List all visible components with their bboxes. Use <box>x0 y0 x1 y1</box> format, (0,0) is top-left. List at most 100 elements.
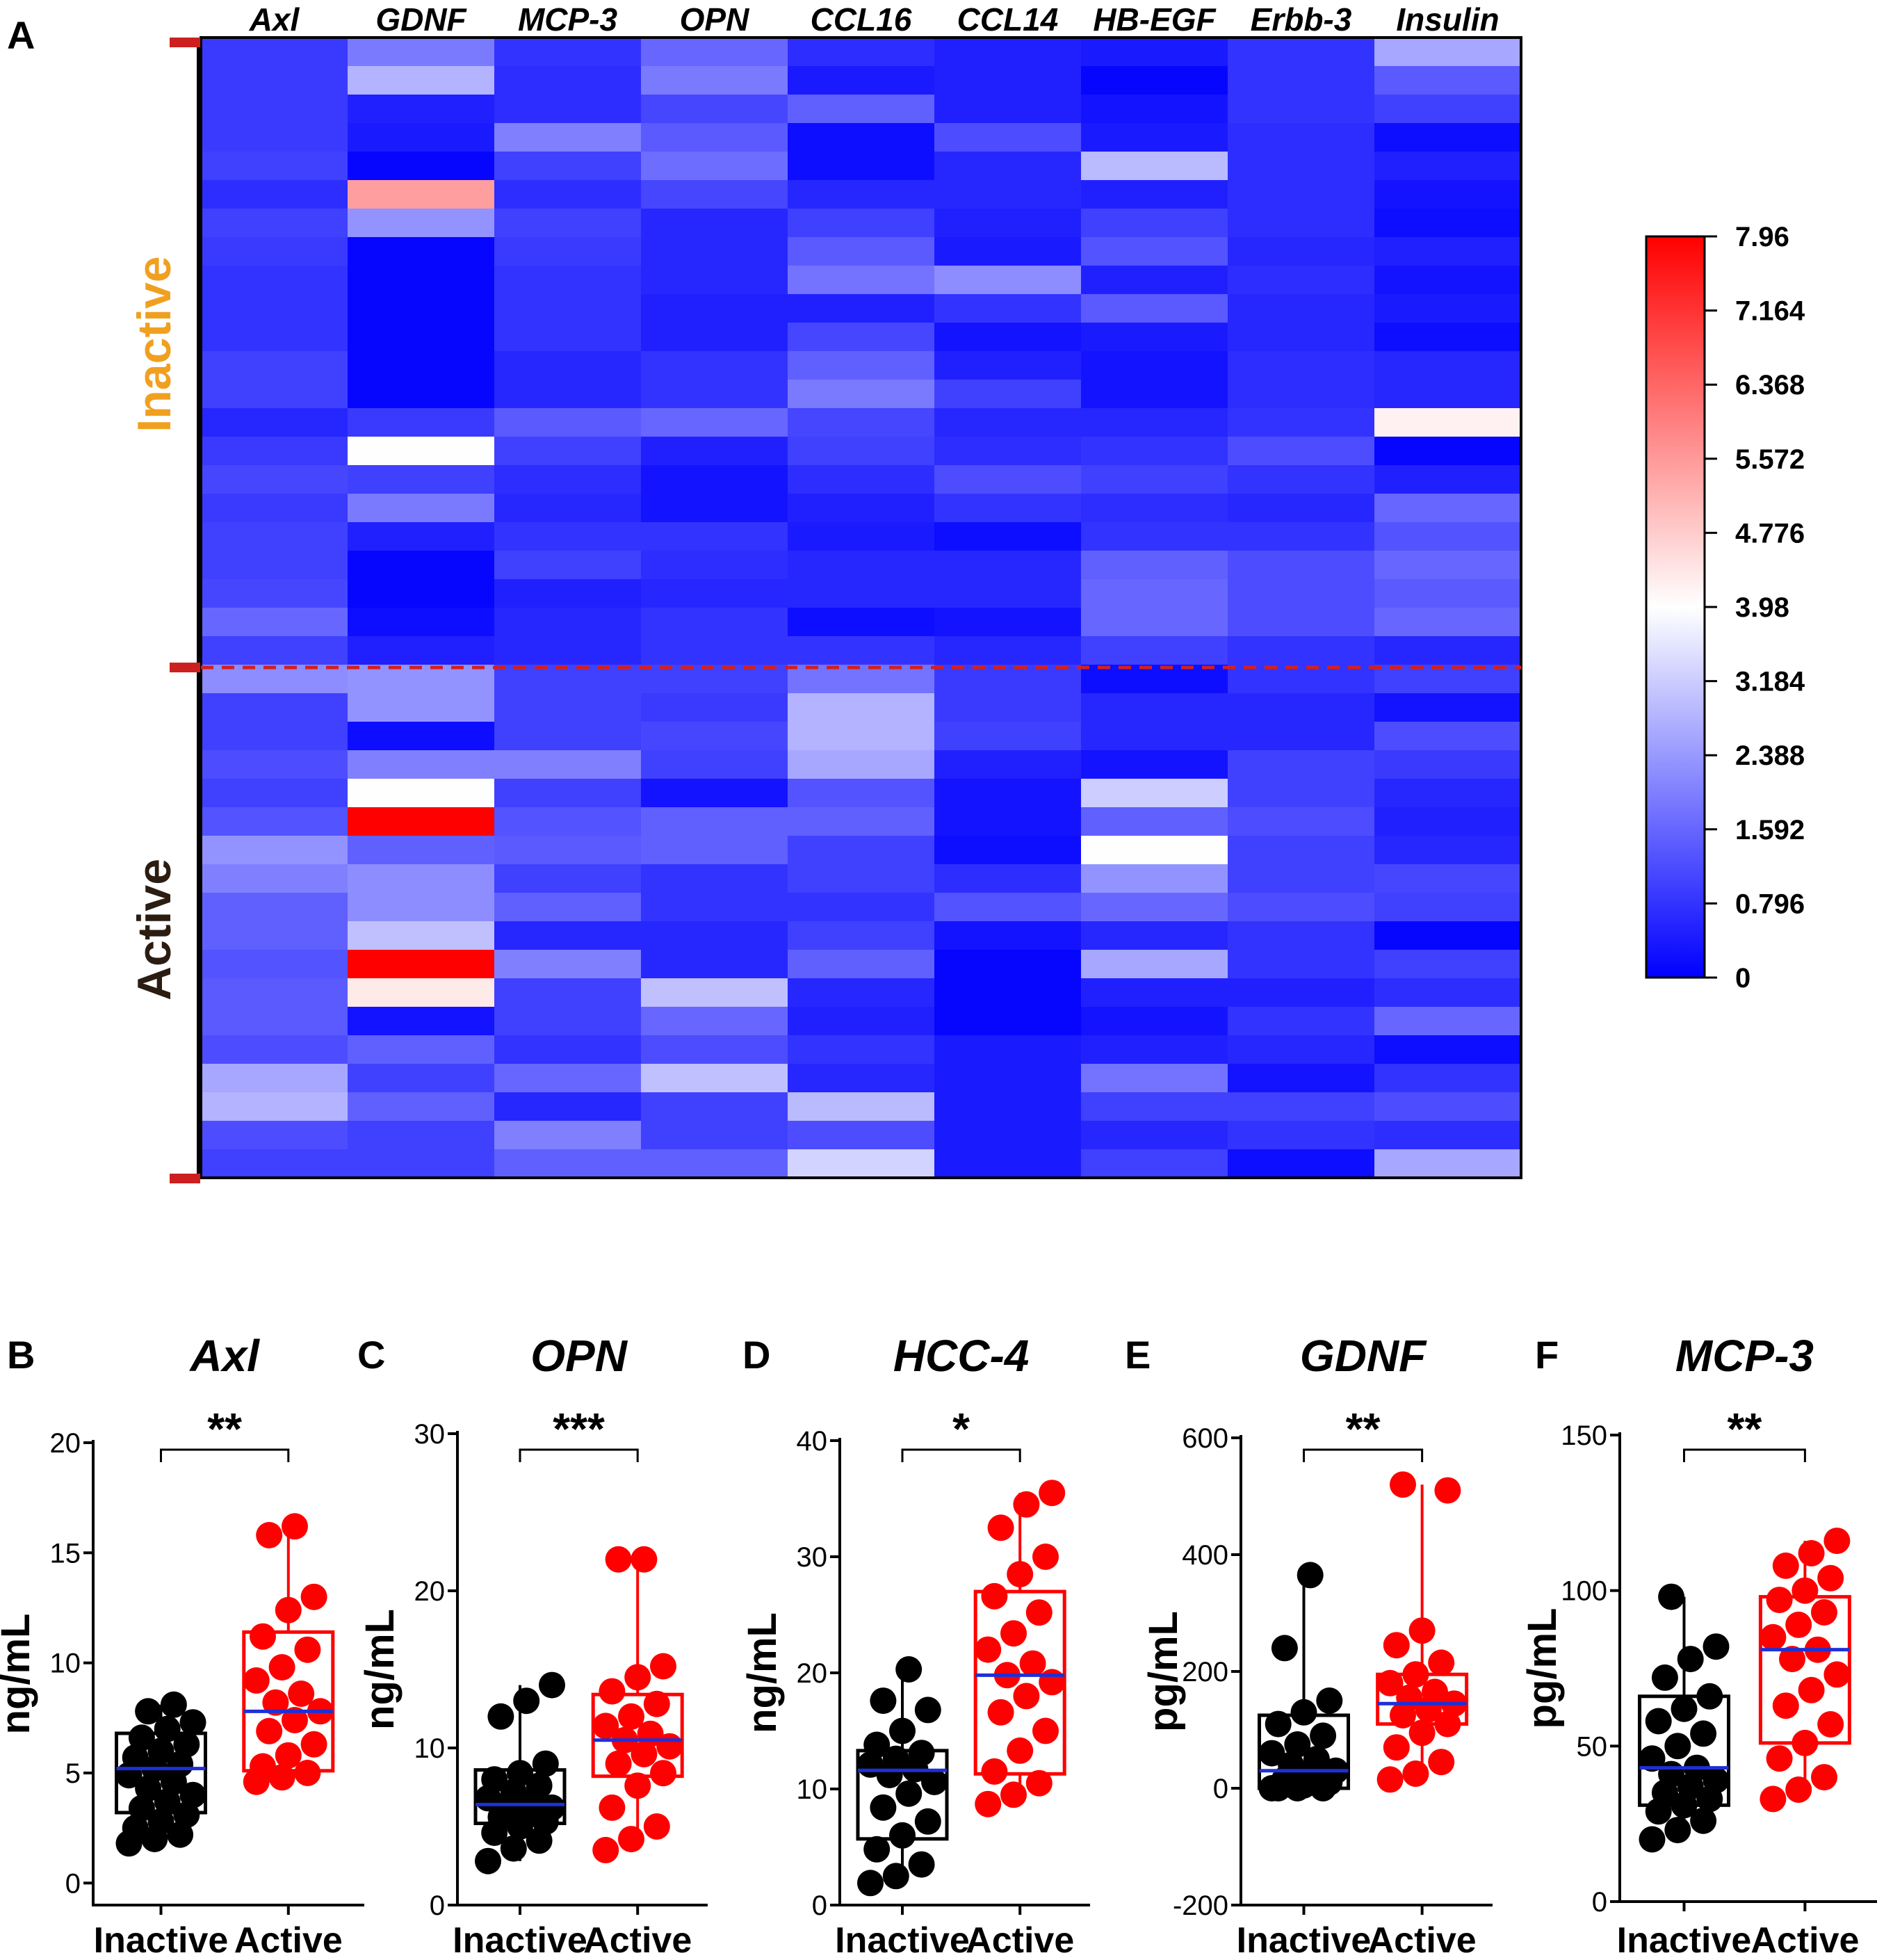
data-point <box>1039 1669 1066 1696</box>
data-point <box>1823 1661 1851 1688</box>
heatmap-cell <box>1228 579 1375 608</box>
heatmap-cell <box>1081 1035 1228 1064</box>
y-tick-label: 400 <box>1182 1540 1228 1571</box>
heatmap-cell <box>1081 266 1228 295</box>
heatmap-column-label: Insulin <box>1396 1 1499 38</box>
heatmap-cell <box>641 323 788 352</box>
heatmap-cell <box>201 665 348 694</box>
y-tick-label: 30 <box>414 1419 446 1450</box>
heatmap-cell <box>788 408 935 437</box>
heatmap-cell <box>1228 921 1375 950</box>
heatmap-cell <box>788 323 935 352</box>
heatmap-cell <box>1081 1064 1228 1093</box>
data-point <box>1402 1661 1429 1688</box>
data-point <box>300 1731 327 1758</box>
y-tick-label: 0 <box>1213 1774 1228 1804</box>
heatmap-cell <box>641 180 788 209</box>
heatmap-cell <box>348 294 495 323</box>
data-point <box>1760 1623 1787 1651</box>
heatmap-cell <box>1081 636 1228 665</box>
data-point <box>857 1870 884 1897</box>
data-point <box>135 1698 162 1725</box>
heatmap-cell <box>494 351 642 380</box>
data-point <box>1284 1731 1311 1758</box>
heatmap-cell <box>201 1121 348 1150</box>
data-point <box>160 1691 187 1718</box>
heatmap-cell <box>641 66 788 95</box>
significance-stars: ** <box>207 1404 242 1454</box>
data-point <box>179 1709 206 1736</box>
data-point <box>921 1769 948 1795</box>
heatmap-cell <box>1228 408 1375 437</box>
heatmap-cell <box>934 66 1082 95</box>
heatmap-cell <box>1228 807 1375 836</box>
heatmap-cell <box>1374 693 1522 722</box>
heatmap-cell <box>788 123 935 152</box>
significance-bracket <box>160 1448 290 1462</box>
heatmap-cell <box>201 95 348 124</box>
heatmap-cell <box>201 893 348 922</box>
panel-letter: B <box>7 1333 35 1377</box>
heatmap-border <box>200 36 1522 1179</box>
panel-title: HCC-4 <box>893 1331 1030 1381</box>
data-point <box>128 1795 155 1822</box>
heatmap-cell <box>1374 750 1522 779</box>
data-point <box>1258 1740 1285 1767</box>
colorbar-tick-label: 7.96 <box>1735 222 1789 252</box>
data-point <box>908 1851 935 1878</box>
heatmap-cell <box>1228 152 1375 181</box>
heatmap-cell <box>934 1092 1082 1121</box>
panel-letter: D <box>742 1333 770 1377</box>
heatmap-cell <box>201 237 348 266</box>
data-point <box>914 1808 941 1835</box>
heatmap-cell <box>1374 323 1522 352</box>
data-point <box>128 1724 155 1751</box>
heatmap-cell <box>1081 608 1228 637</box>
heatmap-cell <box>788 836 935 865</box>
heatmap-cell <box>934 123 1082 152</box>
data-point <box>147 1808 174 1835</box>
heatmap-cell <box>1081 836 1228 865</box>
data-point <box>1671 1695 1698 1722</box>
heatmap-cell <box>494 1149 642 1179</box>
heatmap-cell <box>348 836 495 865</box>
data-point <box>605 1546 632 1573</box>
heatmap-cell <box>1081 1121 1228 1150</box>
heatmap-cell <box>348 323 495 352</box>
data-point <box>539 1671 565 1699</box>
heatmap-column-label: GDNF <box>375 1 467 38</box>
y-tick-label: 100 <box>1561 1576 1607 1607</box>
heatmap-cell <box>788 38 935 67</box>
heatmap-cell <box>348 665 495 694</box>
data-point <box>1376 1766 1404 1793</box>
heatmap-cell <box>1081 779 1228 808</box>
data-point <box>173 1801 200 1829</box>
data-point <box>599 1678 626 1705</box>
data-point <box>1007 1737 1034 1764</box>
data-point <box>275 1596 302 1623</box>
heatmap-cell <box>201 123 348 152</box>
heatmap-cell <box>934 636 1082 665</box>
heatmap-cell <box>494 636 642 665</box>
heatmap-cell <box>348 152 495 181</box>
heatmap-cell <box>201 978 348 1007</box>
heatmap-cell <box>1081 893 1228 922</box>
heatmap-cell <box>1228 608 1375 637</box>
heatmap-cell <box>1374 836 1522 865</box>
x-category-label: Active <box>1750 1920 1859 1957</box>
heatmap-cell <box>494 123 642 152</box>
data-point <box>487 1703 514 1730</box>
data-point <box>1760 1785 1787 1813</box>
heatmap-cell <box>348 95 495 124</box>
data-point <box>1019 1650 1046 1677</box>
heatmap-cell <box>494 1092 642 1121</box>
heatmap-cell <box>494 807 642 836</box>
heatmap-cell <box>788 294 935 323</box>
heatmap-cell <box>1374 266 1522 295</box>
heatmap-cell <box>1081 323 1228 352</box>
heatmap-cell <box>1228 864 1375 893</box>
heatmap-cell <box>494 522 642 551</box>
heatmap-cell <box>1228 750 1375 779</box>
